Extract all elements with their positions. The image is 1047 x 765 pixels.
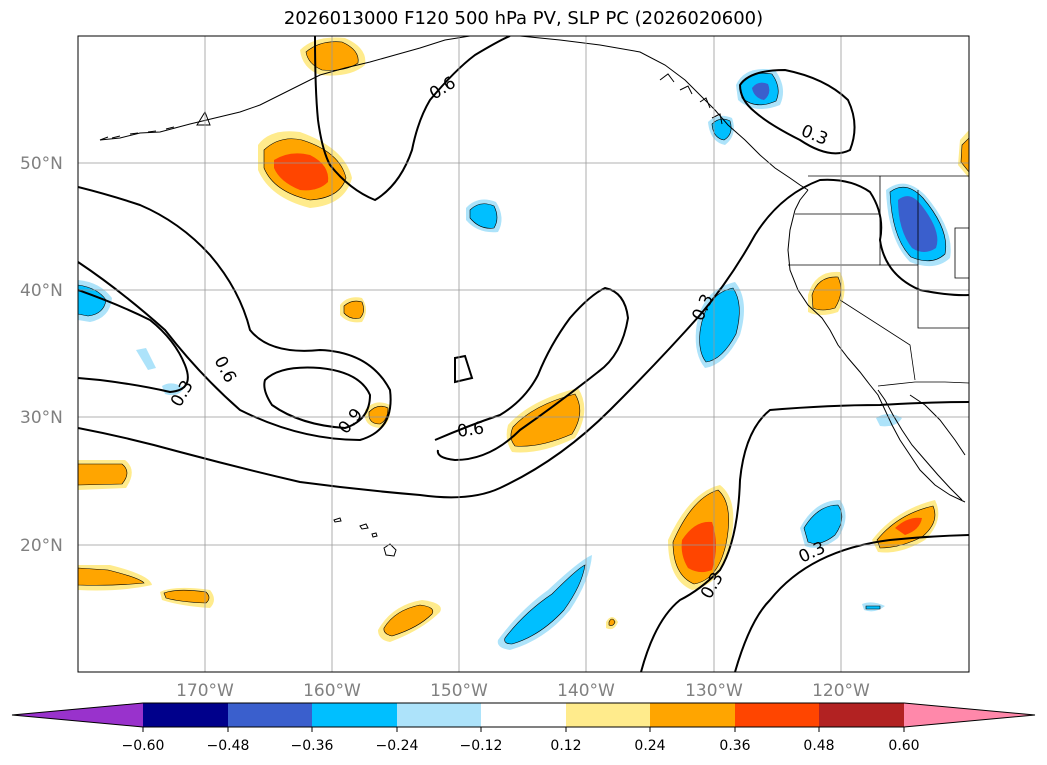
pv-positive-anomaly [681,521,716,573]
colorbar-tick-label: 0.24 [634,738,665,754]
colorbar-tick-label: −0.48 [207,738,250,754]
canada-coastline [794,189,809,211]
pv-positive-anomaly [960,137,969,173]
colorbar-tick-label: 0.36 [719,738,750,754]
contour-label: 0.6 [456,418,486,442]
colorbar-segment [735,703,819,727]
lat-label-20n: 20°N [20,536,63,556]
alaska-coastline [99,36,471,141]
pv-negative-anomaly [752,82,770,100]
lon-label-170w: 170°W [176,681,234,701]
colorbar-segment [228,703,312,727]
pv-positive-anomaly [811,276,842,311]
contour-line-0.3 [78,178,969,499]
lon-label-160w: 160°W [303,681,361,701]
longitude-labels: 170°W 160°W 150°W 140°W 130°W 120°W [176,681,870,701]
pv-negative-anomaly [699,287,740,363]
gulf-of-california-coastline [909,394,966,456]
pv-negative-anomaly [865,605,881,610]
colorbar-segment [819,703,904,727]
lat-label-40n: 40°N [20,281,63,301]
colorbar-segment [650,703,735,727]
state-border [839,299,916,381]
contour-line-0.6 [314,36,511,202]
colorbar-tick-label: −0.36 [291,738,334,754]
map-title: 2026013000 F120 500 hPa PV, SLP PC (2026… [283,8,764,29]
lat-label-50n: 50°N [20,154,63,174]
pv-positive-anomaly [78,567,145,586]
pv-negative-anomaly [136,348,156,370]
pv-positive-anomaly [78,463,128,486]
lon-label-140w: 140°W [557,681,615,701]
colorbar-segment [12,703,143,727]
bering-island [196,110,211,126]
west-coast-coastline [787,209,966,503]
contour-line-0.9 [263,366,372,430]
map-frame [77,35,970,673]
colorbar-segment [312,703,397,727]
pv-negative-anomaly [504,564,586,645]
coastlines [99,36,966,557]
colorbar-segment [143,703,228,727]
colorbar-ticks [142,727,905,732]
colorbar: −0.60 −0.48 −0.36 −0.24 −0.12 0.12 0.24 … [11,702,1036,754]
hawaii-island [371,532,378,538]
map-gridlines [78,36,969,672]
colorbar-tick-label: −0.24 [376,738,419,754]
colorbar-tick-label: −0.60 [122,738,165,754]
colorbar-segment [566,703,650,727]
colorbar-tick-label: −0.12 [460,738,503,754]
contour-line-0.3 [734,534,969,672]
contour-line-0.3 [640,401,969,672]
colorbar-tick-label: 0.48 [803,738,834,754]
lon-label-120w: 120°W [812,681,870,701]
state-border [954,227,969,279]
lat-label-30n: 30°N [20,408,63,428]
colorbar-segment [481,703,566,727]
colorbar-segment [904,703,1035,727]
pv-negative-anomaly [469,203,498,229]
low-center [454,354,474,384]
contour-line-0.6 [78,186,392,442]
us-mexico-border [877,381,969,387]
pv-positive-anomaly [274,153,329,191]
lon-label-150w: 150°W [430,681,488,701]
pv-positive-anomaly [895,517,922,535]
political-borders [788,175,969,387]
alaska-coastline [519,36,809,191]
hawaii-island [333,517,342,523]
contour-line-0.3 [78,289,189,394]
latitude-labels: 50°N 40°N 30°N 20°N [20,154,63,556]
contour-line-0.3 [738,68,856,155]
pv-positive-anomaly [343,300,364,319]
pv-negative-anomaly [711,118,732,141]
slp-contours [78,36,969,672]
pv-positive-anomaly [383,604,434,637]
contour-line-0.6 [434,286,630,462]
colorbar-tick-label: 0.12 [550,738,581,754]
hawaii-island [359,523,369,530]
pv-positive-anomaly [510,393,581,447]
aleutian-islands [99,126,175,141]
pv-positive-anomaly [608,618,616,626]
coastal-islands [659,73,723,125]
lon-label-130w: 130°W [685,681,743,701]
map-plot-area: 0.6 0.3 0.6 0.9 0.3 0.6 0.3 0.3 0.3 [78,36,969,672]
pv-positive-anomaly [368,405,389,425]
colorbar-tick-label: 0.60 [888,738,919,754]
pv-positive-anomaly [163,589,210,604]
state-border [795,213,969,329]
colorbar-segment [397,703,481,727]
